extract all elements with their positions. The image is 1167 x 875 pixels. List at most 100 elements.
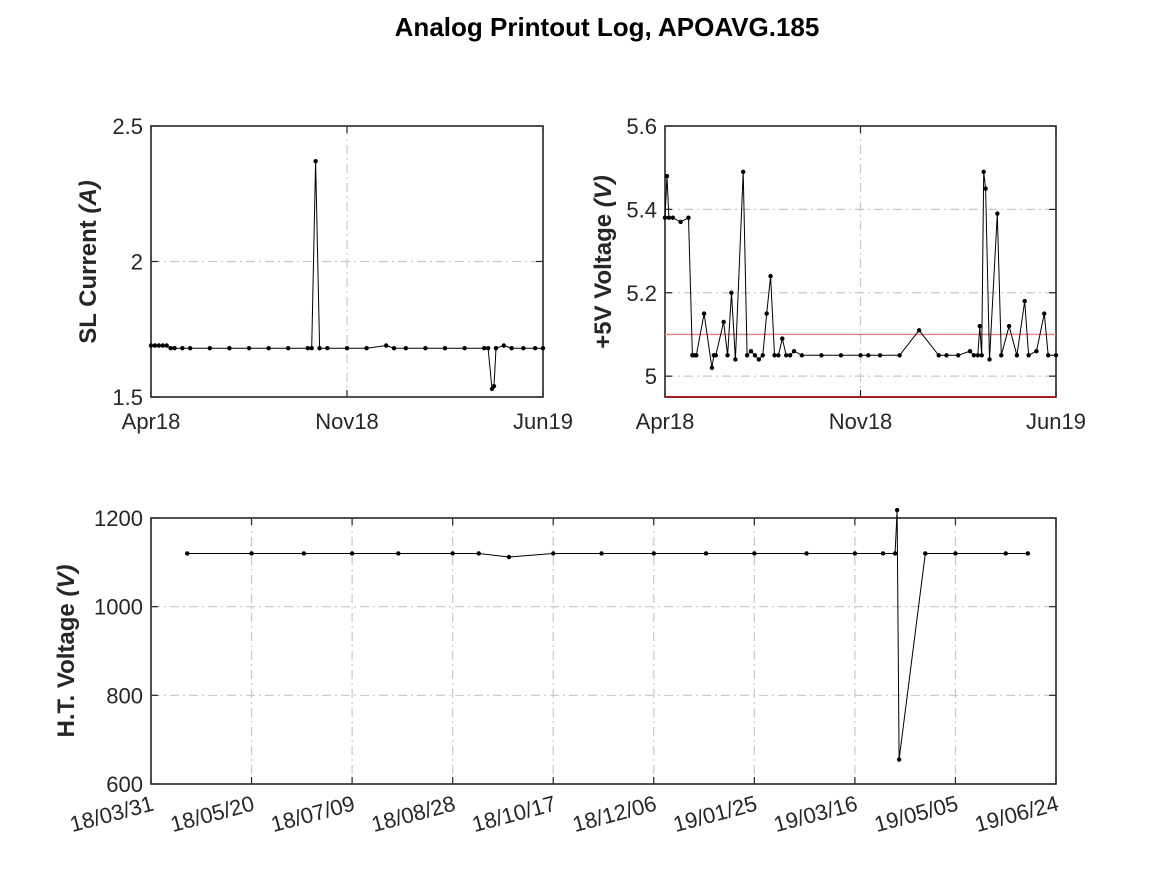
y-tick-label: 800 <box>106 683 143 708</box>
data-point <box>701 311 707 316</box>
data-point <box>752 353 758 358</box>
series-line <box>664 171 1056 368</box>
data-point <box>967 348 973 354</box>
series-ht-voltage <box>185 507 1031 762</box>
data-point <box>772 353 777 358</box>
data-point <box>423 346 428 351</box>
y-tick-label: 5.4 <box>626 197 657 222</box>
x-tick-label: 19/06/24 <box>972 791 1061 837</box>
data-point <box>678 219 683 225</box>
data-point <box>1026 353 1031 358</box>
data-point <box>725 353 730 358</box>
x-tick-label: 18/10/17 <box>469 791 558 837</box>
data-point <box>748 348 754 354</box>
data-point <box>1025 551 1031 556</box>
data-point <box>152 343 158 348</box>
data-point <box>936 353 941 358</box>
data-point <box>916 328 922 333</box>
data-point <box>1034 348 1039 354</box>
data-point <box>349 551 355 556</box>
data-point <box>344 346 350 351</box>
y-tick-label: 1000 <box>94 595 143 620</box>
data-point <box>1003 551 1008 556</box>
data-point <box>1042 311 1047 316</box>
data-point <box>249 551 254 556</box>
data-point <box>768 273 773 279</box>
data-point <box>180 346 185 351</box>
x-tick-label: Nov18 <box>315 409 379 434</box>
data-point <box>721 319 726 325</box>
data-point <box>733 357 738 362</box>
data-point <box>858 353 863 358</box>
data-point <box>956 353 961 358</box>
grid-ht-voltage <box>151 518 1056 784</box>
series-plus5v-voltage <box>662 169 1059 371</box>
data-point <box>787 353 793 358</box>
x-tick-label: 18/12/06 <box>570 791 659 837</box>
data-point <box>1006 323 1012 329</box>
data-point <box>501 343 506 348</box>
data-point <box>983 186 988 191</box>
data-point <box>741 169 746 175</box>
data-point <box>309 346 314 351</box>
data-point <box>666 215 672 220</box>
data-point <box>760 353 765 358</box>
data-point <box>686 215 691 220</box>
ticks-sl-current: 1.5 2 2.5 Apr18 Nov18 Jun19 <box>112 114 573 434</box>
data-point <box>188 346 193 351</box>
x-tick-label: 19/05/05 <box>872 791 961 837</box>
data-point <box>975 353 980 358</box>
data-point <box>880 551 886 556</box>
series-sl-current <box>148 159 546 392</box>
x-tick-label: Apr18 <box>636 409 695 434</box>
data-point <box>325 346 330 351</box>
data-point <box>509 346 514 351</box>
x-tick-label: Nov18 <box>829 409 893 434</box>
data-point <box>286 346 291 351</box>
y-tick-label: 5 <box>645 364 657 389</box>
data-point <box>694 353 699 358</box>
y-tick-label: 2 <box>131 250 143 275</box>
data-point <box>791 348 797 354</box>
data-point <box>266 346 271 351</box>
data-point <box>156 343 162 348</box>
data-point <box>148 343 154 348</box>
x-tick-label: 19/03/16 <box>771 791 860 837</box>
data-point <box>491 383 497 389</box>
x-tick-label: Jun19 <box>513 409 573 434</box>
data-point <box>160 343 165 348</box>
data-point <box>1014 353 1020 358</box>
data-point <box>506 554 512 560</box>
data-point <box>784 353 789 358</box>
chart-sl-current: 1.5 2 2.5 Apr18 Nov18 Jun19 SL Current (A) <box>75 114 573 434</box>
y-tick-label: 2.5 <box>112 114 143 139</box>
data-point <box>995 211 1000 216</box>
x-tick-label: 18/05/20 <box>168 791 257 837</box>
data-point <box>391 346 397 351</box>
plot-area-ht-voltage <box>150 517 1057 785</box>
data-point <box>987 357 992 362</box>
ylabel-ht-voltage: H.T. Voltage (V) <box>53 565 80 738</box>
y-tick-label: 5.6 <box>626 114 657 139</box>
y-tick-label: 5.2 <box>626 281 657 306</box>
x-tick-label: 18/07/09 <box>268 791 357 837</box>
data-point <box>476 551 482 556</box>
data-point <box>599 551 604 556</box>
data-point <box>703 551 709 556</box>
ylabel-plus5v-voltage: +5V Voltage (V) <box>590 175 617 349</box>
chart-ht-voltage: 600 800 1000 1200 18/03/31 18/05/20 18/07/09 18… <box>53 506 1061 837</box>
data-point <box>670 215 676 220</box>
data-point <box>493 346 499 351</box>
y-tick-label: 600 <box>106 772 143 797</box>
y-tick-label: 1200 <box>94 506 143 531</box>
data-point <box>756 357 762 362</box>
x-tick-label: 19/01/25 <box>670 791 759 837</box>
x-tick-label: Apr18 <box>122 409 181 434</box>
data-point <box>819 353 824 358</box>
data-point <box>866 353 871 358</box>
data-point <box>551 551 556 556</box>
data-point <box>227 346 232 351</box>
data-point <box>729 290 734 295</box>
data-point <box>780 336 785 341</box>
